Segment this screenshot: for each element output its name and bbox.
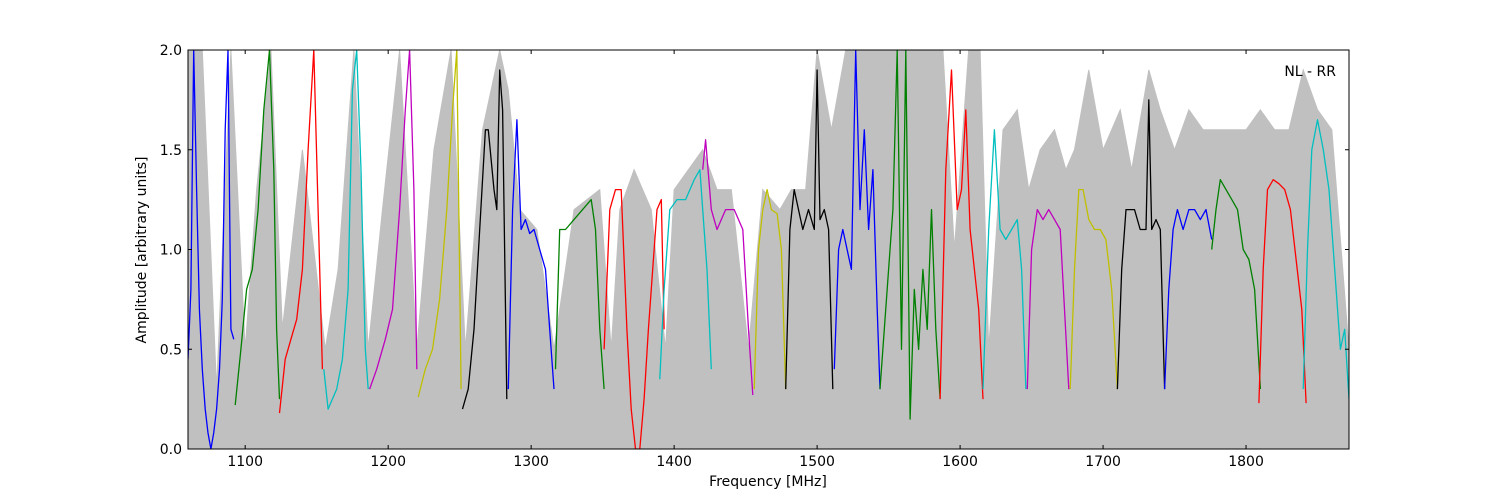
series-line-16 bbox=[879, 50, 941, 420]
series-line-11 bbox=[659, 169, 712, 380]
x-tick-label-1800: 1800 bbox=[1228, 454, 1264, 470]
series-line-7 bbox=[461, 69, 508, 410]
series-line-13 bbox=[753, 188, 787, 390]
background-band bbox=[188, 50, 1349, 449]
y-tick-label-2.0: 2.0 bbox=[160, 43, 182, 59]
y-tick-label-0.5: 0.5 bbox=[160, 342, 182, 358]
y-tick-label-1.5: 1.5 bbox=[160, 143, 182, 159]
x-tick-label-1200: 1200 bbox=[370, 454, 406, 470]
y-tick-label-0.0: 0.0 bbox=[160, 442, 182, 458]
series-line-8 bbox=[507, 119, 555, 390]
series-line-20 bbox=[1069, 188, 1119, 390]
series-line-18 bbox=[982, 129, 1027, 390]
x-tick-label-1400: 1400 bbox=[656, 454, 692, 470]
x-tick-label-1700: 1700 bbox=[1085, 454, 1121, 470]
x-tick-label-1500: 1500 bbox=[799, 454, 835, 470]
series-line-2 bbox=[234, 50, 281, 406]
series-line-17 bbox=[939, 69, 984, 400]
series-line-25 bbox=[1302, 119, 1349, 400]
series-line-22 bbox=[1163, 208, 1213, 390]
series-line-3 bbox=[278, 50, 324, 414]
y-tick-label-1.0: 1.0 bbox=[160, 243, 182, 259]
x-tick-label-1100: 1100 bbox=[227, 454, 263, 470]
series-line-23 bbox=[1211, 179, 1262, 390]
series-line-24 bbox=[1258, 179, 1307, 404]
series-line-10 bbox=[603, 188, 665, 449]
series-line-12 bbox=[702, 139, 754, 396]
plot-area: 1100 1200 1300 1400 1500 1600 1700 1800 0.0 0.5 1.… bbox=[160, 43, 1350, 470]
series-line-21 bbox=[1116, 99, 1166, 390]
chart-annotation: NL - RR bbox=[1284, 64, 1336, 80]
x-tick-label-1300: 1300 bbox=[513, 454, 549, 470]
y-axis-label: Amplitude [arbitrary units] bbox=[134, 157, 150, 344]
x-tick-label-1600: 1600 bbox=[942, 454, 978, 470]
x-axis-label: Frequency [MHz] bbox=[709, 474, 827, 490]
series-line-14 bbox=[785, 69, 834, 390]
series-line-1 bbox=[188, 50, 235, 449]
series-line-19 bbox=[1026, 208, 1070, 390]
series-line-5 bbox=[368, 50, 418, 390]
series-line-6 bbox=[417, 50, 462, 398]
series-line-4 bbox=[323, 50, 369, 410]
series-line-9 bbox=[554, 198, 605, 390]
series-line-15 bbox=[833, 50, 881, 390]
plot-clip-group bbox=[188, 50, 1349, 449]
